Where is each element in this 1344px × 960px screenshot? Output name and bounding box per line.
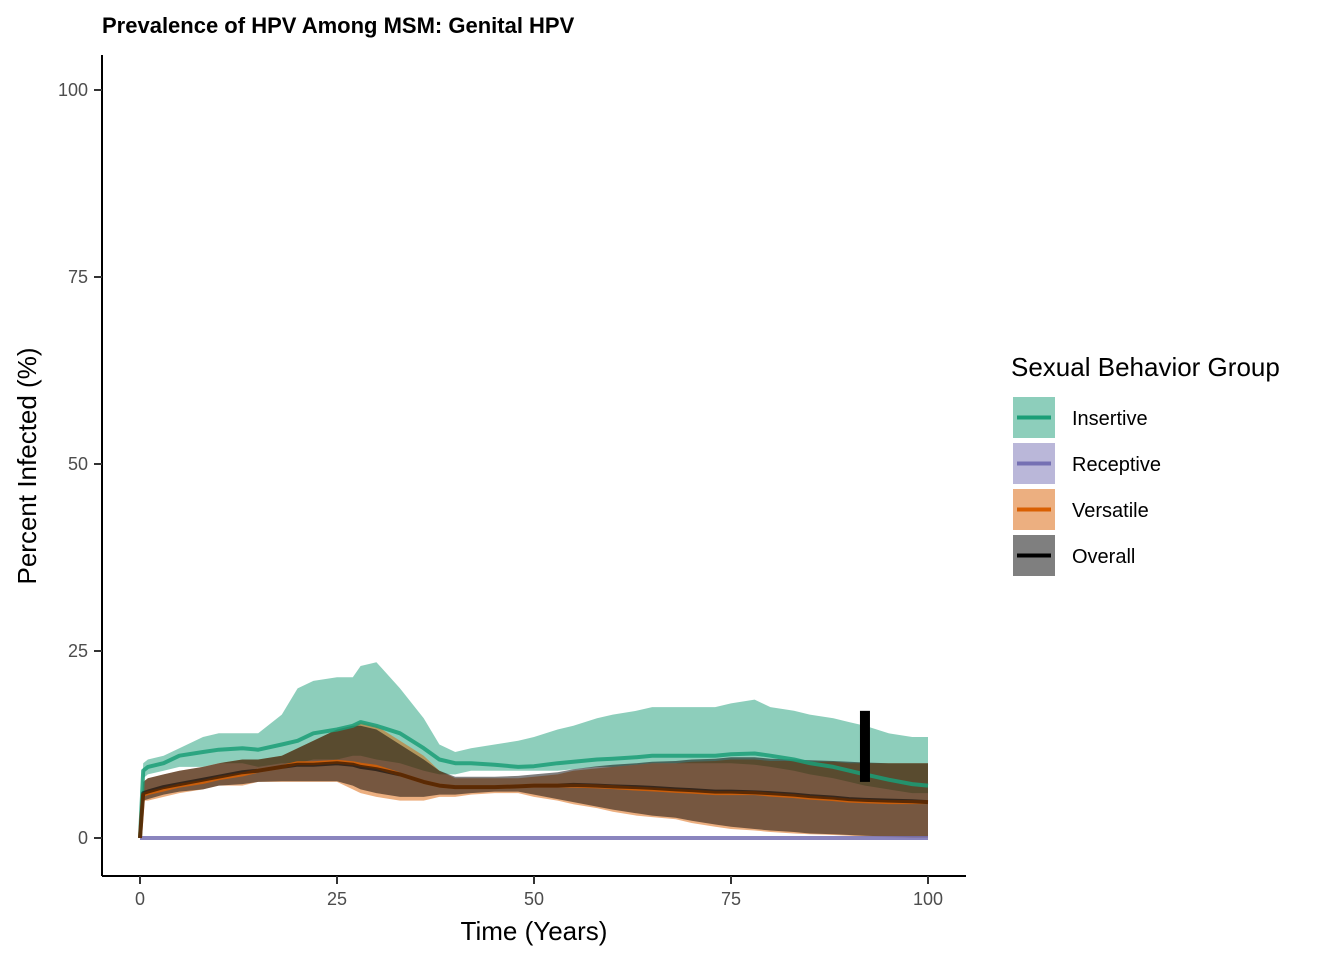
- x-axis-title: Time (Years): [461, 916, 608, 946]
- legend-title: Sexual Behavior Group: [1011, 352, 1280, 382]
- legend-label-versatile: Versatile: [1072, 500, 1149, 522]
- insertive-line: [138, 720, 929, 839]
- x-axis-ticks: 0 25 50 75 100: [135, 876, 943, 909]
- y-axis-title: Percent Infected (%): [12, 348, 42, 585]
- x-tick-label: 75: [721, 889, 741, 909]
- x-tick-label: 0: [135, 889, 145, 909]
- y-tick-label: 25: [68, 641, 88, 661]
- y-tick-label: 0: [78, 828, 88, 848]
- annotation-layer: [859, 710, 870, 782]
- y-axis-ticks: 0 25 50 75 100: [58, 80, 102, 848]
- legend-label-receptive: Receptive: [1072, 454, 1161, 476]
- overall-line: [138, 761, 929, 839]
- annotation-vertical-bar: [859, 710, 870, 782]
- legend-label-insertive: Insertive: [1072, 408, 1148, 430]
- y-tick-label: 50: [68, 454, 88, 474]
- line-layer: [138, 720, 929, 840]
- legend: Insertive Receptive Versatile Overall: [1013, 397, 1161, 576]
- y-tick-label: 100: [58, 80, 88, 100]
- legend-label-overall: Overall: [1072, 546, 1135, 568]
- y-tick-label: 75: [68, 267, 88, 287]
- x-tick-label: 100: [913, 889, 943, 909]
- insertive-ribbon: [140, 662, 928, 838]
- x-tick-label: 50: [524, 889, 544, 909]
- x-tick-label: 25: [327, 889, 347, 909]
- ribbon-layer: [140, 662, 928, 838]
- chart-title: Prevalence of HPV Among MSM: Genital HPV: [102, 13, 575, 38]
- overall-ribbon: [140, 725, 928, 838]
